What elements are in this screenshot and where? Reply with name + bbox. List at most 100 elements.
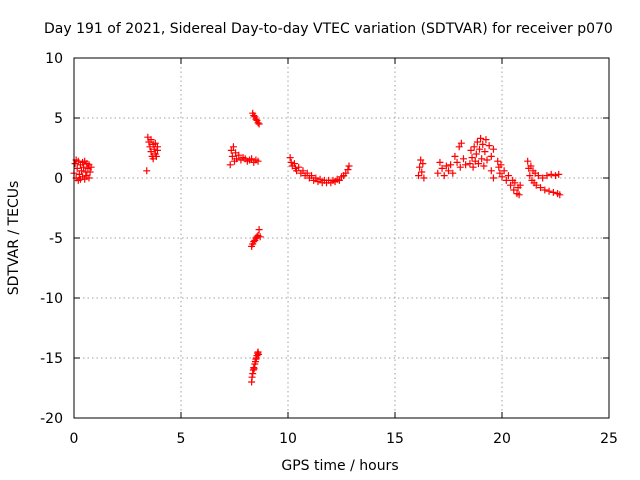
data-point [524,157,532,165]
data-point [498,173,506,181]
data-point [229,143,237,151]
y-tick-label: 5 [54,111,63,127]
data-point [507,181,515,189]
data-point [482,136,490,144]
data-point [453,158,461,166]
data-point [555,170,563,178]
data-point [226,161,234,169]
x-tick-label: 25 [600,431,618,447]
data-point [466,160,474,168]
x-tick-label: 0 [70,431,79,447]
data-point [293,167,301,175]
data-point [415,172,423,180]
data-point [494,157,502,165]
data-point [455,143,463,151]
data-point [84,164,92,172]
data-point [547,170,555,178]
chart-title: Day 191 of 2021, Sidereal Day-to-day VTE… [44,21,613,37]
data-point [299,167,307,175]
data-point [526,172,534,180]
data-point [248,373,256,381]
data-point [552,172,559,180]
ticks-layer: 0 5 10 15 20 25 -20 -15 -10 -5 0 5 10 [40,51,618,447]
data-point [248,155,256,163]
data-point [255,120,263,128]
x-tick-label: 15 [386,431,404,447]
data-point [143,167,151,175]
x-tick-label: 20 [493,431,511,447]
data-point [556,191,564,199]
data-point [290,160,298,168]
data-point [472,150,480,158]
data-point [255,226,263,234]
y-tick-label: -15 [40,351,63,367]
data-point [233,155,241,163]
data-point [434,169,442,177]
data-point [420,174,428,182]
data-point [295,163,303,171]
data-point [419,160,427,168]
data-point [451,152,459,160]
data-point [151,139,159,147]
data-point [462,161,470,169]
data-point [515,191,523,199]
data-point [541,186,549,194]
data-point [500,167,508,175]
data-point [545,187,553,195]
data-point [87,163,95,171]
data-point [442,162,450,170]
data-point [468,154,476,162]
data-point [456,163,464,171]
data-point [303,169,311,177]
data-point [417,156,425,164]
data-point [481,148,489,156]
data-point [254,119,262,127]
data-point [543,172,551,180]
data-point [470,143,478,151]
data-point [153,143,161,151]
data-point [250,238,258,246]
data-point [256,233,264,241]
data-point [473,138,481,146]
data-point [345,162,353,170]
data-point [416,163,424,171]
data-point [502,176,510,184]
data-point [287,158,295,166]
data-point [480,162,488,170]
data-point [487,167,495,175]
y-axis-label: SDTVAR / TECUs [6,181,22,296]
plot-frame [73,57,610,419]
data-point [479,140,487,148]
data-point [86,168,94,176]
data-point [342,169,350,177]
x-axis-label: GPS time / hours [281,458,398,474]
y-tick-label: 10 [45,51,63,67]
y-tick-label: -5 [49,231,63,247]
y-tick-label: -20 [40,411,63,427]
data-point [496,169,504,177]
data-point [85,174,93,182]
data-point [489,174,497,182]
data-point [487,152,495,160]
data-point [228,152,236,160]
data-point [469,163,477,171]
data-point [80,163,88,171]
data-point [316,175,324,183]
data-point [534,172,542,180]
data-point [537,184,545,192]
data-point [312,174,320,182]
data-point [74,157,82,165]
data-point [445,167,452,175]
data-point [489,145,497,153]
grid-layer [74,58,609,418]
data-point [527,162,535,170]
data-point [467,146,475,154]
data-point [539,174,547,182]
data-point [254,157,262,165]
data-point [459,155,467,163]
data-point [549,188,557,196]
data-point [81,175,89,183]
data-point [497,161,505,169]
data-point [335,176,343,184]
